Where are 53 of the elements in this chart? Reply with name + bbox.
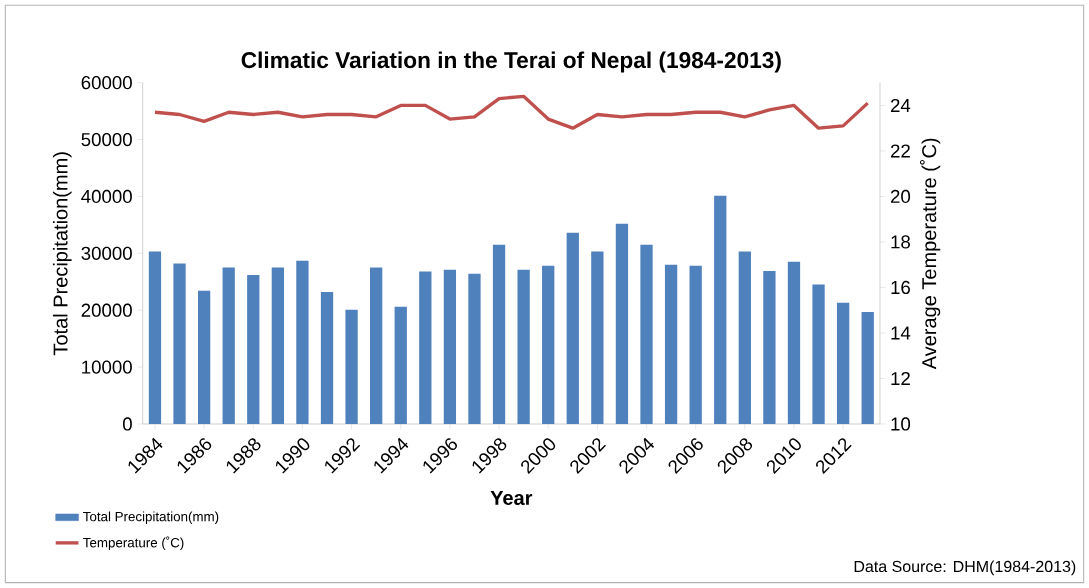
bar: [370, 267, 383, 424]
y2-tick-label: 10: [891, 417, 911, 431]
y-tick-label: 0: [122, 417, 132, 431]
y2-tick-label: 12: [891, 371, 910, 385]
y2-axis-title: Average Temperature (˚C): [919, 138, 941, 370]
source-note: Data Source: DHM(1984-2013): [854, 560, 1076, 576]
bar: [419, 271, 432, 424]
bar: [812, 284, 825, 424]
y2-tick-label: 24: [890, 98, 911, 112]
bar: [173, 263, 186, 424]
bar: [714, 195, 727, 424]
y-tick-label: 60000: [81, 76, 132, 90]
y-axis-title: Total Precipitation(mm): [52, 152, 72, 356]
y2-tick-label: 18: [891, 235, 910, 249]
y2-tick-label: 16: [891, 280, 910, 295]
bar: [492, 244, 506, 424]
y2-tick-label: 20: [890, 189, 911, 204]
bar: [197, 290, 211, 424]
bar: [222, 267, 235, 424]
chart-title: Climatic Variation in the Terai of Nepal (1984-2013): [241, 51, 781, 73]
y2-tick-label: 14: [891, 326, 911, 340]
y2-tick-label: 22: [890, 144, 910, 158]
bar: [345, 309, 358, 424]
x-axis-title: Year: [490, 491, 533, 505]
y-tick-label: 30000: [81, 246, 132, 260]
y-tick-label: 40000: [81, 189, 132, 204]
bar: [148, 251, 162, 424]
bar: [836, 302, 850, 424]
bar: [517, 269, 530, 424]
line-series: [153, 94, 870, 130]
y-tick-label: 10000: [82, 360, 132, 374]
bar: [542, 265, 555, 424]
bar: [763, 270, 776, 424]
bar: [468, 273, 481, 424]
bar: [566, 232, 579, 424]
legend-label: Temperature (˚C): [83, 536, 184, 551]
bar: [615, 223, 629, 424]
y-tick-label: 50000: [81, 132, 132, 147]
bar: [689, 265, 702, 424]
bar: [320, 292, 334, 424]
bar: [787, 261, 801, 424]
bar: [640, 244, 653, 424]
bar: [861, 311, 874, 424]
bar: [296, 260, 309, 424]
legend-label: Total Precipitation(mm): [83, 511, 219, 524]
bar: [443, 269, 457, 424]
bar: [394, 306, 407, 424]
bar: [591, 251, 604, 424]
bar: [271, 267, 284, 424]
bar: [664, 264, 678, 424]
bar: [247, 274, 260, 424]
bar: [738, 251, 751, 424]
y-tick-label: 20000: [81, 303, 132, 317]
